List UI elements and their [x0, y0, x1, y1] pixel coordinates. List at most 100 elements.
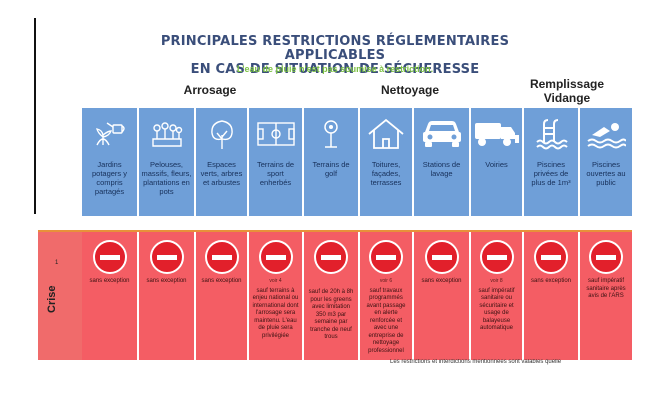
crisis-level-marker: 1 [55, 260, 59, 266]
divider [194, 232, 196, 360]
column-toitures: Toitures, façades, terrasses [360, 108, 412, 216]
crisis-cell-jardins: sans exception [82, 232, 137, 360]
page-title: PRINCIPALES RESTRICTIONS RÉGLEMENTAIRES … [120, 35, 550, 77]
no-entry-icon [258, 240, 293, 274]
crisis-label-text: Crise [46, 285, 58, 313]
column-piscines-publiques: Piscines ouvertes au public [580, 108, 632, 216]
no-entry-icon [204, 240, 239, 274]
tree-icon [196, 114, 247, 154]
footer-note: Les restrictions et interdictions mentio… [390, 359, 562, 365]
divider [194, 108, 196, 216]
usage-header-band: Jardins potagers y compris partagés Pelo… [82, 108, 632, 216]
divider [412, 232, 414, 360]
column-label: Piscines privées de plus de 1m³ [531, 160, 571, 187]
restriction-detail: sauf impératif sanitaire ou sécuritaire … [478, 287, 515, 332]
column-label: Voiries [485, 160, 508, 169]
page-border-line [34, 18, 36, 214]
no-entry-icon [424, 240, 459, 274]
crisis-cell-piscines-publiques: sauf impératif sanitaire après avis de l… [580, 232, 632, 360]
section-title-arrosage: Arrosage [183, 83, 237, 97]
divider [247, 108, 249, 216]
no-entry-icon [92, 240, 127, 274]
divider [522, 232, 524, 360]
restriction-detail: sauf terrains à enjeu national ou intern… [252, 287, 299, 339]
flowerbed-icon [139, 114, 194, 154]
page-subtitle: L'eau de pluie n'est pas soumise à restr… [236, 64, 434, 74]
restriction-text: voir 8 sauf impératif sanitaire ou sécur… [474, 278, 519, 333]
golf-flag-icon [304, 114, 358, 154]
column-piscines-privees: Piscines privées de plus de 1m³ [524, 108, 578, 216]
section-title-remplissage: Remplissage Vidange [512, 77, 622, 105]
column-jardins: Jardins potagers y compris partagés [82, 108, 137, 216]
section-title-nettoyage: Nettoyage [380, 83, 439, 97]
restriction-note: voir 8 [490, 278, 503, 284]
restriction-detail: sauf travaux programmés avant passage en… [366, 287, 406, 354]
divider [137, 232, 139, 360]
car-icon [414, 114, 469, 154]
column-pelouses: Pelouses, massifs, fleurs, plantations e… [139, 108, 194, 216]
divider [137, 108, 139, 216]
restriction-text: sans exception [530, 278, 572, 284]
column-label: Terrains de sport enherbés [256, 160, 295, 187]
crisis-cell-terrains-sport: voir 4 sauf terrains à enjeu national ou… [249, 232, 302, 360]
divider [578, 108, 580, 216]
divider [469, 232, 471, 360]
restriction-text: sans exception [146, 278, 187, 284]
column-stations-lavage: Stations de lavage [414, 108, 469, 216]
crisis-cell-golf: sauf de 20h à 8h pour les greens avec li… [304, 232, 358, 360]
column-label: Piscines ouvertes au public [586, 160, 626, 187]
section-title-remplissage-line2: Vidange [543, 91, 591, 105]
column-label: Jardins potagers y compris partagés [91, 160, 128, 196]
crisis-cell-voiries: voir 8 sauf impératif sanitaire ou sécur… [471, 232, 522, 360]
divider [358, 232, 360, 360]
divider [302, 108, 304, 216]
restriction-text: sans exception [421, 278, 462, 284]
crisis-cell-pelouses: sans exception [139, 232, 194, 360]
column-label: Espaces verts, arbres et arbustes [200, 160, 243, 187]
pool-ladder-icon [524, 114, 578, 154]
no-entry-icon [369, 240, 403, 274]
column-espaces-verts: Espaces verts, arbres et arbustes [196, 108, 247, 216]
no-entry-icon [149, 240, 184, 274]
column-label: Terrains de golf [312, 160, 350, 178]
divider [358, 108, 360, 216]
divider [578, 232, 580, 360]
title-line-1: PRINCIPALES RESTRICTIONS RÉGLEMENTAIRES … [160, 34, 510, 63]
no-entry-icon [314, 240, 348, 274]
column-label: Pelouses, massifs, fleurs, plantations e… [141, 160, 192, 196]
column-voiries: Voiries [471, 108, 522, 216]
restriction-text: sauf de 20h à 8h pour les greens avec li… [308, 289, 354, 340]
restriction-text: sans exception [201, 278, 242, 284]
house-icon [360, 114, 412, 154]
divider [412, 108, 414, 216]
crisis-row-label: Crise [44, 285, 62, 325]
restriction-note: voir 4 [269, 278, 282, 284]
swimmer-icon [580, 114, 632, 154]
no-entry-icon [589, 240, 623, 274]
column-golf: Terrains de golf [304, 108, 358, 216]
restriction-text: voir 6 sauf travaux programmés avant pas… [363, 278, 409, 355]
street-sweeper-icon [471, 114, 522, 154]
restriction-text: voir 4 sauf terrains à enjeu national ou… [252, 278, 299, 340]
column-label: Stations de lavage [422, 160, 461, 178]
crisis-cell-toitures: voir 6 sauf travaux programmés avant pas… [360, 232, 412, 360]
title-line-2: EN CAS DE SITUATION DE SÉCHERESSE [190, 62, 480, 77]
crisis-divider-line [38, 230, 632, 232]
crisis-cell-stations-lavage: sans exception [414, 232, 469, 360]
divider [469, 108, 471, 216]
section-title-remplissage-line1: Remplissage [529, 77, 605, 91]
restriction-text: sans exception [89, 278, 130, 284]
column-label: Toitures, façades, terrasses [370, 160, 402, 187]
no-entry-icon [479, 240, 514, 274]
divider [522, 108, 524, 216]
sport-field-icon [249, 114, 302, 154]
crisis-cell-piscines-privees: sans exception [524, 232, 578, 360]
crisis-cell-espaces-verts: sans exception [196, 232, 247, 360]
no-entry-icon [534, 240, 568, 274]
watering-can-icon [82, 114, 137, 154]
restriction-note: voir 6 [379, 278, 393, 284]
divider [302, 232, 304, 360]
column-terrains-sport: Terrains de sport enherbés [249, 108, 302, 216]
divider [247, 232, 249, 360]
restriction-text: sauf impératif sanitaire après avis de l… [586, 278, 626, 299]
